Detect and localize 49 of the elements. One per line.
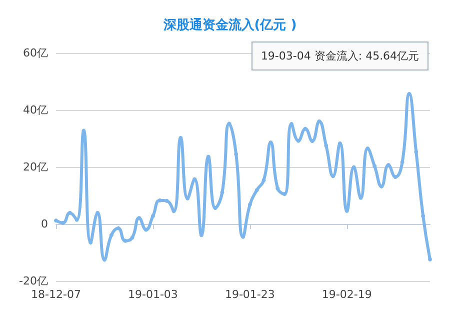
point	[303, 126, 308, 131]
point	[54, 218, 58, 223]
point	[130, 236, 134, 240]
y-tick-label: -20亿	[19, 274, 48, 288]
point	[74, 218, 79, 222]
y-tick-label: 40亿	[23, 104, 48, 116]
point	[393, 174, 398, 179]
point	[213, 206, 218, 210]
point	[164, 198, 169, 203]
point	[421, 214, 426, 218]
point	[324, 144, 328, 148]
point	[227, 122, 232, 126]
x-tick-label: 19-01-23	[224, 288, 275, 301]
point	[282, 192, 287, 196]
y-tick-label: 0	[41, 218, 48, 230]
point	[366, 146, 370, 150]
point	[407, 92, 412, 96]
point	[310, 139, 314, 144]
point	[380, 184, 384, 188]
point	[68, 210, 72, 215]
point	[60, 220, 65, 225]
point	[158, 198, 162, 202]
x-tick-label: 19-02-19	[322, 288, 372, 301]
point	[109, 233, 114, 238]
y-tick-label: 20亿	[23, 160, 48, 174]
point	[317, 119, 322, 124]
point	[331, 174, 336, 178]
point	[192, 177, 197, 182]
line-series	[54, 92, 432, 262]
point	[150, 214, 155, 218]
point	[296, 138, 300, 143]
point	[123, 238, 128, 243]
point	[248, 202, 252, 207]
point	[276, 186, 280, 190]
x-tick-label: 18-12-07	[31, 288, 81, 301]
y-tick-label: 60亿	[23, 46, 48, 60]
point	[220, 190, 224, 194]
point	[234, 152, 238, 156]
point	[428, 257, 432, 262]
point	[144, 228, 148, 232]
point	[262, 178, 266, 182]
annotation: 19-03-04 资金流入: 45.64亿元	[260, 50, 420, 62]
point	[372, 164, 377, 168]
x-tick-label: 19-01-03	[128, 288, 178, 301]
point	[386, 163, 390, 168]
point	[137, 216, 142, 220]
chart-title: 深股通资金流入(亿元 )	[162, 17, 297, 33]
point	[116, 226, 120, 230]
point	[254, 188, 259, 192]
